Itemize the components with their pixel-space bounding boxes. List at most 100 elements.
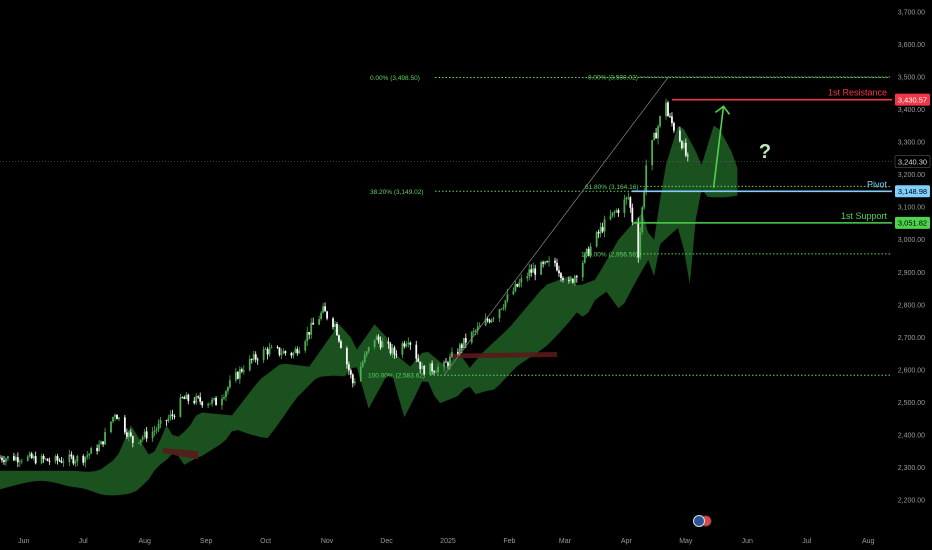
candle-body <box>145 431 148 439</box>
candle-body <box>123 417 126 433</box>
candle-body <box>546 261 548 263</box>
candle-body <box>20 460 23 462</box>
candle-body <box>498 309 501 319</box>
price-tick-label: 3,100.00 <box>898 205 925 212</box>
candle-body <box>667 102 669 117</box>
candle-body <box>102 441 104 445</box>
time-tick-label: Nov <box>321 538 334 545</box>
candle-body <box>470 332 473 343</box>
candle-body <box>484 318 487 326</box>
candle-body <box>127 432 130 437</box>
candle-body <box>573 276 576 283</box>
candle-body <box>250 359 253 360</box>
candle-body <box>445 361 447 363</box>
candle-body <box>280 353 283 355</box>
candle-body <box>512 291 515 295</box>
candle-body <box>68 454 71 463</box>
candle-body <box>490 319 493 323</box>
candle-body <box>571 278 574 283</box>
fib-left-label: 0.00% (3,498.50) <box>370 75 420 82</box>
price-tags: 3,430.57 3,240.30 3,148.98 3,051.82 <box>894 93 931 229</box>
candle-body <box>62 462 65 463</box>
candle-body <box>276 347 279 348</box>
candle-body <box>292 352 295 356</box>
candle-body <box>183 397 186 400</box>
projection-arrow: ? <box>712 105 771 188</box>
time-tick-label: Jun <box>742 538 753 545</box>
candle-body <box>82 455 85 463</box>
price-tag <box>895 216 930 229</box>
candle-body <box>581 262 584 278</box>
candle-body <box>345 348 348 365</box>
candle-body <box>558 270 560 274</box>
time-tick-label: 2025 <box>440 538 456 545</box>
candle-body <box>98 444 101 452</box>
candle-body <box>324 306 326 312</box>
time-tick-label: Sep <box>200 538 213 545</box>
candle-body <box>583 253 586 263</box>
candle-body <box>185 394 188 400</box>
candle-body <box>207 404 210 406</box>
candle-body <box>308 331 311 335</box>
candle-body <box>157 423 160 430</box>
candle-body <box>460 344 463 349</box>
candle-body <box>462 338 465 349</box>
candle-body <box>26 456 29 461</box>
candle-body <box>684 142 687 156</box>
candle-body <box>540 262 543 275</box>
candle-body <box>395 354 398 356</box>
candle-body <box>443 361 445 367</box>
candle-body <box>278 347 281 355</box>
candle-body <box>116 414 118 420</box>
candle-body <box>193 400 196 404</box>
candle-body <box>562 277 564 280</box>
candlesticks <box>0 98 689 468</box>
candle-body <box>234 372 237 381</box>
candle-body <box>112 416 114 422</box>
price-tick-label: 2,200.00 <box>898 498 925 505</box>
candle-body <box>76 455 79 462</box>
candle-body <box>544 261 547 264</box>
price-tick-label: 3,400.00 <box>898 107 925 114</box>
candle-body <box>617 210 620 214</box>
candle-body <box>458 344 461 354</box>
candle-body <box>179 397 182 417</box>
candle-body <box>256 359 259 361</box>
candle-body <box>141 437 144 440</box>
candle-body <box>643 190 646 208</box>
candle-body <box>0 457 1 459</box>
candle-body <box>601 227 604 232</box>
candle-body <box>595 232 598 247</box>
candle-body <box>54 456 57 462</box>
candle-body <box>423 365 426 375</box>
candle-body <box>18 461 21 463</box>
price-tick-label: 3,700.00 <box>898 10 925 17</box>
candle-body <box>665 102 667 117</box>
candle-body <box>326 311 328 319</box>
candle-body <box>46 458 49 461</box>
price-tick-label: 2,900.00 <box>898 270 925 277</box>
candle-body <box>169 414 172 419</box>
candle-body <box>351 374 354 384</box>
candle-body <box>34 456 37 464</box>
candle-body <box>284 351 287 354</box>
candle-body <box>215 398 217 406</box>
candle-body <box>334 323 336 328</box>
candle-body <box>377 336 380 341</box>
price-axis: 3,700.00 3,600.00 3,500.00 3,400.00 3,300.00… <box>898 10 925 505</box>
fib-left-label: 38.20% (3,149.02) <box>370 189 423 196</box>
price-tag-label: 3,148.98 <box>898 187 927 196</box>
cloud-green <box>0 125 738 496</box>
candle-body <box>252 354 255 360</box>
candle-body <box>320 312 323 320</box>
candle-body <box>213 398 215 400</box>
candle-body <box>488 320 491 323</box>
level-name: 1st Support <box>841 211 888 221</box>
candle-body <box>603 219 606 232</box>
candle-body <box>70 454 73 457</box>
cloud-red <box>449 351 557 359</box>
candle-body <box>310 322 313 335</box>
price-tag <box>894 155 931 168</box>
candle-body <box>403 343 406 347</box>
